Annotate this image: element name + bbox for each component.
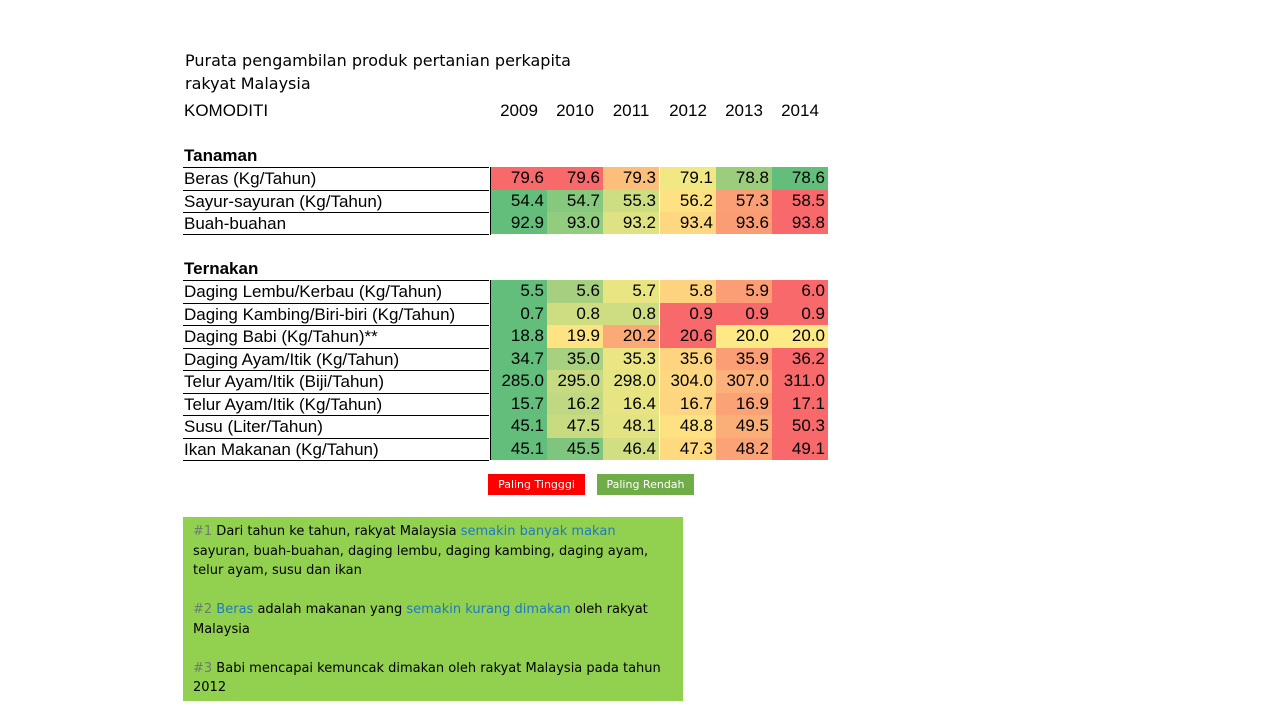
- note-1: #1 Dari tahun ke tahun, rakyat Malaysia …: [193, 524, 649, 578]
- table-cell: 17.1: [772, 393, 828, 416]
- table-cell: 78.8: [716, 167, 772, 190]
- row-label: Beras (Kg/Tahun): [183, 167, 489, 189]
- table-cell: 5.9: [716, 280, 772, 303]
- table-cell: 93.8: [772, 212, 828, 234]
- table-cell: 79.1: [660, 167, 716, 190]
- row-label: Telur Ayam/Itik (Kg/Tahun): [183, 393, 489, 415]
- table-cell: 311.0: [772, 370, 828, 393]
- row-label: Ikan Makanan (Kg/Tahun): [183, 438, 489, 461]
- table-cell: 6.0: [772, 280, 828, 303]
- table-cell: 18.8: [491, 325, 547, 348]
- table-cell: 45.1: [491, 415, 547, 438]
- table-cell: 93.4: [660, 212, 716, 234]
- column-header-komoditi: KOMODITI: [184, 101, 269, 120]
- table-cell: 20.0: [772, 325, 828, 348]
- table-cell: 16.2: [547, 393, 603, 416]
- row-label: Daging Ayam/Itik (Kg/Tahun): [183, 348, 489, 370]
- table-cell: 92.9: [491, 212, 547, 234]
- table-cell: 20.6: [660, 325, 716, 348]
- table-cell: 16.7: [660, 393, 716, 416]
- table-cell: 79.6: [547, 167, 603, 190]
- table-cell: 57.3: [716, 190, 772, 213]
- table-cell: 5.7: [603, 280, 659, 303]
- table-cell: 0.9: [716, 303, 772, 326]
- table-cell: 93.2: [603, 212, 659, 234]
- table-cell: 15.7: [491, 393, 547, 416]
- table-cell: 36.2: [772, 348, 828, 371]
- table-cell: 19.9: [547, 325, 603, 348]
- table-cell: 0.9: [660, 303, 716, 326]
- title-line-2: rakyat Malaysia: [185, 74, 311, 93]
- table-cell: 45.1: [491, 438, 547, 460]
- table-cell: 49.1: [772, 438, 828, 460]
- table-cell: 45.5: [547, 438, 603, 460]
- year-header: 2012: [669, 101, 707, 120]
- legend-lowest: Paling Rendah: [597, 474, 694, 495]
- table-cell: 78.6: [772, 167, 828, 190]
- table-cell: 16.9: [716, 393, 772, 416]
- row-label: Sayur-sayuran (Kg/Tahun): [183, 190, 489, 212]
- table-cell: 5.5: [491, 280, 547, 303]
- table-cell: 5.6: [547, 280, 603, 303]
- table-divider: [490, 167, 491, 235]
- table-cell: 20.2: [603, 325, 659, 348]
- table-cell: 48.2: [716, 438, 772, 460]
- table-cell: 79.6: [491, 167, 547, 190]
- table-cell: 20.0: [716, 325, 772, 348]
- section-heading: Tanaman: [184, 146, 258, 165]
- section-heading: Ternakan: [184, 259, 259, 278]
- table-cell: 0.9: [772, 303, 828, 326]
- table-cell: 0.8: [603, 303, 659, 326]
- slide-title: Purata pengambilan produk pertanian perk…: [185, 49, 585, 95]
- table-cell: 304.0: [660, 370, 716, 393]
- table-cell: 35.6: [660, 348, 716, 371]
- year-header: 2009: [500, 101, 538, 120]
- table-cell: 54.4: [491, 190, 547, 213]
- title-line-1: Purata pengambilan produk pertanian perk…: [185, 51, 571, 70]
- table-cell: 35.3: [603, 348, 659, 371]
- row-label: Daging Babi (Kg/Tahun)**: [183, 325, 489, 347]
- table-cell: 79.3: [603, 167, 659, 190]
- table-cell: 5.8: [660, 280, 716, 303]
- table-cell: 35.0: [547, 348, 603, 371]
- table-cell: 0.8: [547, 303, 603, 326]
- year-header: 2014: [781, 101, 819, 120]
- table-cell: 16.4: [603, 393, 659, 416]
- table-cell: 48.1: [603, 415, 659, 438]
- table-cell: 48.8: [660, 415, 716, 438]
- table-cell: 295.0: [547, 370, 603, 393]
- table-cell: 55.3: [603, 190, 659, 213]
- notes-box: #1 Dari tahun ke tahun, rakyat Malaysia …: [183, 517, 683, 701]
- table-divider: [490, 280, 491, 460]
- table-cell: 35.9: [716, 348, 772, 371]
- table-cell: 93.0: [547, 212, 603, 234]
- table-cell: 93.6: [716, 212, 772, 234]
- table-cell: 49.5: [716, 415, 772, 438]
- year-header: 2013: [725, 101, 763, 120]
- row-label: Telur Ayam/Itik (Biji/Tahun): [183, 370, 489, 392]
- note-2: #2 Beras adalah makanan yang semakin kur…: [193, 602, 648, 637]
- note-3: #3 Babi mencapai kemuncak dimakan oleh r…: [193, 660, 661, 696]
- table-cell: 298.0: [603, 370, 659, 393]
- table-cell: 0.7: [491, 303, 547, 326]
- table-cell: 54.7: [547, 190, 603, 213]
- table-cell: 46.4: [603, 438, 659, 460]
- table-cell: 307.0: [716, 370, 772, 393]
- year-header: 2010: [556, 101, 594, 120]
- row-label: Daging Lembu/Kerbau (Kg/Tahun): [183, 280, 489, 302]
- table-cell: 47.3: [660, 438, 716, 460]
- table-cell: 50.3: [772, 415, 828, 438]
- table-cell: 58.5: [772, 190, 828, 213]
- table-cell: 34.7: [491, 348, 547, 371]
- legend-highest: Paling Tingggi: [488, 474, 585, 495]
- table-cell: 56.2: [660, 190, 716, 213]
- table-cell: 47.5: [547, 415, 603, 438]
- year-header: 2011: [612, 101, 650, 120]
- row-label: Susu (Liter/Tahun): [183, 415, 489, 437]
- row-label: Buah-buahan: [183, 212, 489, 235]
- table-cell: 285.0: [491, 370, 547, 393]
- row-label: Daging Kambing/Biri-biri (Kg/Tahun): [183, 303, 489, 325]
